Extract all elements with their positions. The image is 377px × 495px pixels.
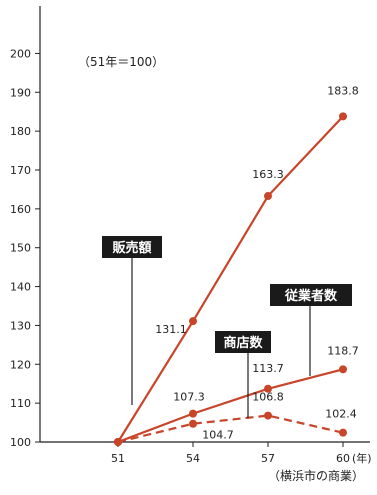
data-label: 118.7	[327, 344, 359, 357]
y-tick-label: 200	[10, 47, 31, 60]
data-point	[339, 428, 347, 437]
x-tick-label: 54	[186, 452, 200, 465]
data-point	[264, 411, 272, 420]
x-unit-label: (年)	[352, 451, 372, 465]
series-callout-box	[215, 331, 271, 353]
data-point	[339, 112, 347, 121]
y-tick-label: 180	[10, 125, 31, 138]
series-callout-label: 従業者数	[284, 288, 338, 304]
data-point	[189, 419, 197, 428]
y-tick-label: 110	[10, 397, 31, 410]
series-callout-box	[270, 284, 352, 306]
x-tick-label: 51	[111, 452, 125, 465]
data-point	[114, 438, 122, 446]
data-point	[189, 317, 197, 326]
series-callout-label: 商店数	[223, 335, 263, 351]
y-tick-label: 190	[10, 86, 31, 99]
data-label: 113.7	[252, 362, 284, 375]
data-label: 104.7	[202, 429, 234, 442]
data-point	[339, 365, 347, 374]
series-callout-box	[102, 236, 162, 258]
data-label: 183.8	[327, 84, 359, 97]
data-label: 107.3	[173, 391, 205, 404]
data-label: 102.4	[325, 408, 357, 421]
data-label: 163.3	[252, 168, 284, 181]
data-label: 106.8	[252, 391, 284, 404]
y-tick-label: 100	[10, 436, 31, 449]
series-line-0	[117, 115, 344, 443]
data-point	[264, 384, 272, 393]
data-label: 131.1	[155, 323, 187, 336]
y-tick-label: 150	[10, 242, 31, 255]
x-tick-label: 60	[336, 452, 350, 465]
y-tick-label: 140	[10, 281, 31, 294]
source-label: （横浜市の商業）	[268, 468, 364, 483]
series-line-1	[117, 368, 344, 444]
y-tick-label: 170	[10, 164, 31, 177]
index-base-note: （51年＝100）	[78, 55, 164, 69]
y-tick-label: 160	[10, 203, 31, 216]
y-tick-label: 120	[10, 358, 31, 371]
x-tick-label: 57	[261, 452, 275, 465]
y-tick-label: 130	[10, 319, 31, 332]
data-point	[264, 192, 272, 201]
series-callout-label: 販売額	[112, 240, 151, 256]
data-point	[189, 409, 197, 418]
